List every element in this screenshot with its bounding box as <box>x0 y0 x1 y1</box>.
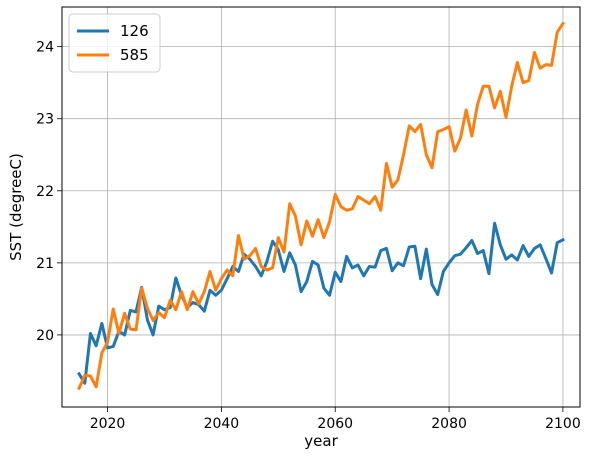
y-tick-label: 20 <box>36 328 54 344</box>
legend-label-585: 585 <box>120 46 149 64</box>
y-tick-label: 24 <box>36 40 54 56</box>
legend-label-126: 126 <box>120 22 149 40</box>
series-line-585 <box>77 21 565 391</box>
y-axis-label: SST (degreeC) <box>7 153 25 261</box>
x-tick-label: 2020 <box>90 416 126 432</box>
y-tick-label: 21 <box>36 256 54 272</box>
y-tick-label: 22 <box>36 184 54 200</box>
axis-ticks: 2020 2040 2060 2080 2100 20 21 22 23 24 <box>36 40 581 432</box>
plot-frame <box>61 6 581 408</box>
x-tick-label: 2080 <box>431 416 467 432</box>
legend-box <box>68 13 161 73</box>
x-tick-label: 2040 <box>204 416 240 432</box>
gridlines <box>62 7 580 407</box>
y-tick-label: 23 <box>36 112 54 128</box>
x-tick-label: 2060 <box>317 416 353 432</box>
series-line-126 <box>77 221 565 385</box>
x-tick-label: 2100 <box>545 416 581 432</box>
series-layer <box>77 21 565 391</box>
x-axis-label: year <box>304 432 338 450</box>
